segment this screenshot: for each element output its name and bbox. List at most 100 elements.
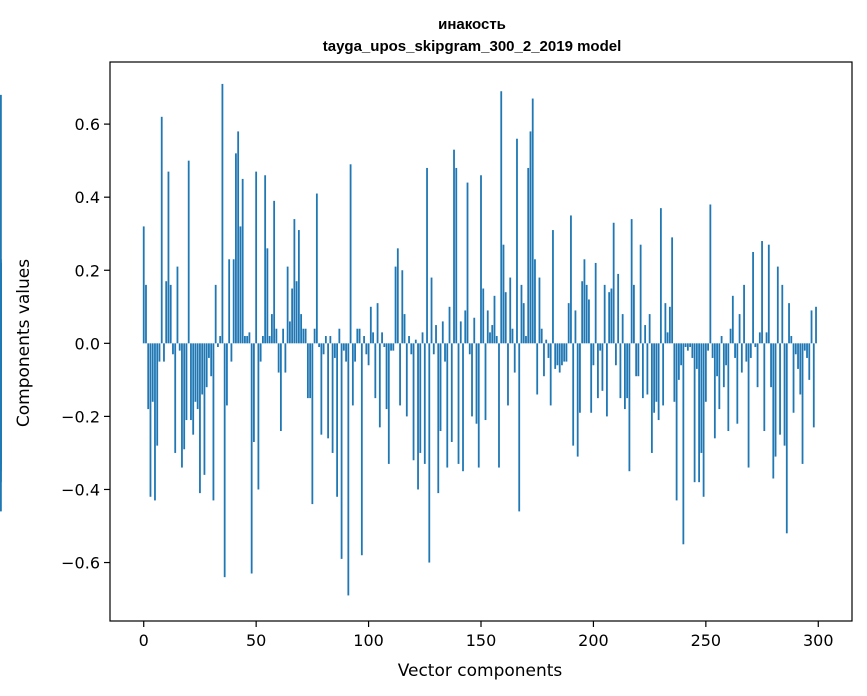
bar: [806, 343, 808, 358]
bar: [253, 343, 255, 442]
bar: [154, 343, 156, 501]
bar: [529, 131, 532, 344]
chart-subtitle: tayga_upos_skipgram_300_2_2019 model: [323, 38, 622, 55]
bar: [698, 343, 700, 483]
bar: [565, 343, 568, 362]
bar: [653, 343, 656, 413]
bar: [329, 336, 332, 344]
bar: [295, 281, 298, 344]
bar: [563, 343, 566, 362]
bar: [149, 343, 152, 497]
bar: [540, 328, 543, 344]
bar: [374, 343, 377, 399]
bar: [365, 343, 368, 355]
bar: [349, 164, 352, 344]
bar: [459, 321, 462, 344]
bar: [556, 343, 559, 366]
bar: [633, 284, 635, 344]
bar: [637, 343, 640, 377]
bar: [457, 343, 460, 464]
bar: [372, 332, 374, 344]
bar: [360, 343, 363, 556]
bar: [686, 343, 689, 351]
bar: [570, 215, 572, 344]
bar: [145, 284, 147, 344]
bar: [731, 295, 734, 344]
bar: [758, 332, 761, 344]
bar: [163, 343, 165, 362]
bar: [169, 284, 172, 344]
bar: [219, 336, 222, 344]
bar: [273, 200, 276, 344]
bar: [738, 314, 741, 344]
bar: [641, 343, 644, 399]
bar: [502, 244, 505, 344]
bar: [237, 131, 240, 344]
x-tick-label: 150: [466, 631, 497, 650]
bar: [792, 343, 795, 413]
bar: [677, 343, 680, 380]
bar: [228, 259, 231, 344]
bar: [288, 321, 291, 344]
bar: [716, 343, 718, 377]
bar: [711, 343, 714, 358]
bar: [306, 343, 309, 399]
bar: [680, 343, 683, 366]
bar: [630, 219, 633, 344]
bar: [648, 314, 651, 344]
bar: [794, 343, 797, 355]
bar: [412, 343, 415, 461]
bar: [572, 343, 575, 446]
x-tick-label: 100: [353, 631, 384, 650]
bar: [684, 343, 687, 347]
bar: [275, 328, 278, 344]
bar: [511, 328, 514, 344]
bar: [736, 343, 739, 424]
bar: [655, 343, 658, 402]
bar: [745, 343, 748, 362]
y-tick-label: 0.2: [75, 261, 100, 280]
bar: [772, 343, 775, 479]
bar: [151, 343, 154, 402]
bar: [558, 343, 561, 373]
bar: [277, 343, 280, 373]
bar: [239, 226, 242, 344]
bar: [291, 288, 294, 344]
bar: [477, 343, 480, 468]
bar: [268, 336, 271, 344]
bar: [385, 343, 388, 410]
bar: [592, 343, 595, 366]
bar: [664, 303, 667, 344]
bar: [471, 343, 473, 417]
bar: [309, 343, 312, 399]
bar: [192, 343, 195, 435]
bar: [747, 343, 750, 468]
bar: [601, 343, 604, 391]
x-tick-label: 0: [139, 631, 149, 650]
bar: [606, 343, 608, 417]
bar: [217, 343, 219, 347]
y-tick-label: −0.6: [61, 554, 100, 573]
bar: [421, 332, 424, 344]
bar: [531, 98, 534, 344]
bar: [781, 284, 784, 344]
bar: [619, 343, 622, 399]
bar: [464, 310, 467, 344]
bar: [340, 343, 343, 559]
bar: [304, 328, 307, 344]
bar: [761, 241, 763, 344]
bar: [767, 244, 770, 344]
bar: [264, 175, 267, 344]
bar: [752, 251, 754, 344]
bar: [331, 343, 334, 453]
bar: [286, 266, 289, 344]
bar: [473, 317, 476, 344]
bar: [691, 343, 694, 358]
bar: [201, 343, 204, 395]
bar: [297, 230, 300, 344]
bar: [300, 314, 303, 344]
bar: [453, 149, 455, 344]
bar: [208, 343, 210, 358]
bar: [324, 336, 327, 344]
bar: [437, 343, 440, 494]
